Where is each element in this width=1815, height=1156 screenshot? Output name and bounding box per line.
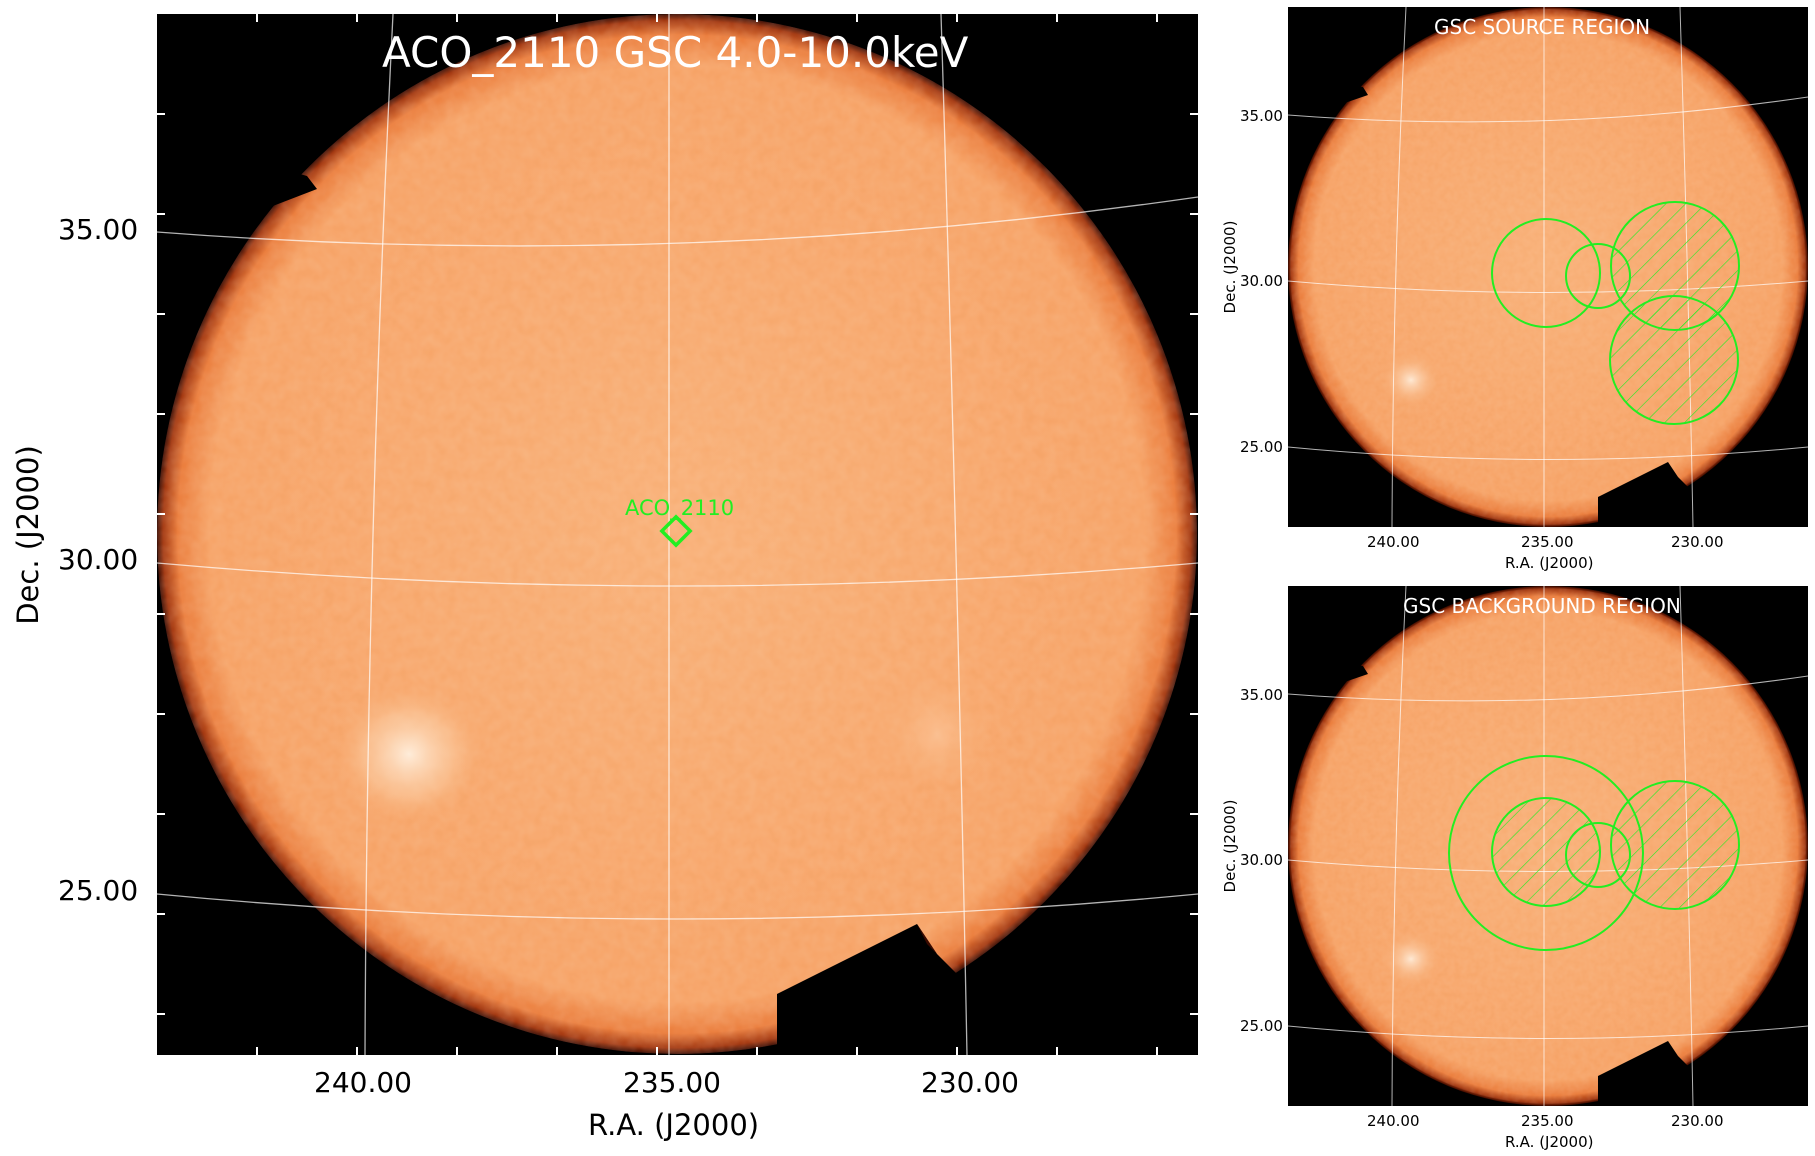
background-ylabel: Dec. (J2000): [1221, 799, 1239, 893]
source-ytick: 35.00: [1240, 107, 1283, 125]
source-region-panel: GSC SOURCE REGION: [1288, 7, 1808, 527]
detector-notch: [252, 154, 317, 214]
main-ytick: 35.00: [58, 213, 139, 246]
background-xlabel: R.A. (J2000): [1505, 1133, 1594, 1151]
main-ytick: 30.00: [58, 543, 139, 576]
source-ytick: 25.00: [1240, 438, 1283, 456]
detector-notch: [1598, 462, 1693, 527]
bright-source-blob: [1381, 352, 1441, 408]
source-xtick: 230.00: [1671, 533, 1724, 551]
detector-notch: [777, 924, 967, 1055]
source-region-image: [1288, 7, 1808, 527]
background-ytick: 35.00: [1240, 686, 1283, 704]
faint-source-blob: [882, 674, 992, 794]
background-panel-title: GSC BACKGROUND REGION: [1403, 594, 1681, 618]
main-xtick: 235.00: [623, 1066, 721, 1099]
source-region-circle[interactable]: [1491, 218, 1601, 328]
source-xtick: 235.00: [1521, 533, 1574, 551]
axis-ticks: [157, 14, 1198, 1055]
coordinate-grid: [157, 14, 1198, 1055]
coordinate-grid: [1288, 7, 1808, 527]
main-ytick: 25.00: [58, 874, 139, 907]
background-xtick: 230.00: [1671, 1112, 1724, 1130]
background-xtick: 240.00: [1367, 1112, 1420, 1130]
main-image-panel: ACO_2110 GSC 4.0-10.0keV ACO_2110: [157, 14, 1198, 1055]
background-region-panel: GSC BACKGROUND REGION: [1288, 586, 1808, 1106]
main-ylabel: Dec. (J2000): [11, 445, 45, 625]
source-panel-title: GSC SOURCE REGION: [1434, 15, 1651, 39]
source-xtick: 240.00: [1367, 533, 1420, 551]
main-title: ACO_2110 GSC 4.0-10.0keV: [382, 28, 969, 77]
source-xlabel: R.A. (J2000): [1505, 554, 1594, 572]
excluded-region-circle[interactable]: [1610, 780, 1740, 910]
background-ytick: 30.00: [1240, 851, 1283, 869]
detector-notch: [1333, 77, 1368, 107]
background-region-image: [1288, 586, 1808, 1106]
excluded-source-circle[interactable]: [1491, 797, 1601, 907]
source-marker-diamond[interactable]: [659, 514, 693, 548]
source-label: ACO_2110: [625, 496, 735, 520]
background-xtick: 235.00: [1521, 1112, 1574, 1130]
bright-source-blob: [1381, 931, 1441, 987]
detector-notch: [1598, 1041, 1693, 1106]
main-sky-image: [157, 14, 1198, 1055]
source-ytick: 30.00: [1240, 272, 1283, 290]
excluded-region-circle[interactable]: [1609, 295, 1739, 425]
source-ylabel: Dec. (J2000): [1221, 220, 1239, 314]
main-xlabel: R.A. (J2000): [588, 1108, 760, 1142]
main-xtick: 240.00: [314, 1066, 412, 1099]
main-xtick: 230.00: [921, 1066, 1019, 1099]
detector-notch: [1333, 656, 1368, 686]
background-ytick: 25.00: [1240, 1017, 1283, 1035]
bright-source-blob: [334, 684, 484, 824]
